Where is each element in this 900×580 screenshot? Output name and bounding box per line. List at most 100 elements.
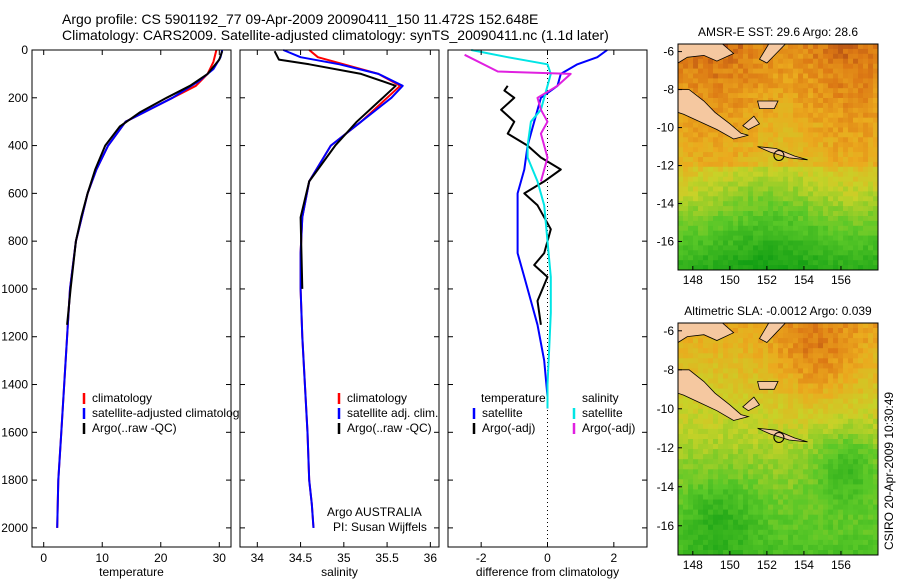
legend-label: Argo(..raw -QC) — [347, 421, 432, 435]
legend-label: Argo(..raw -QC) — [92, 421, 177, 435]
x-tick-label: 34.5 — [289, 551, 313, 565]
x-axis-label: difference from climatology — [476, 565, 619, 579]
series-line-1 — [500, 85, 562, 325]
x-tick-label: 154 — [794, 273, 814, 287]
land-mass-0 — [678, 369, 750, 421]
legend-heading-temperature: temperature — [481, 391, 546, 405]
x-tick-label: 30 — [213, 551, 227, 565]
y-tick-label: -10 — [657, 121, 675, 135]
y-tick-label: -10 — [657, 402, 675, 416]
legend-label: satellite — [482, 406, 523, 420]
map-sla: 148 150 152 154 156 -6 -8 -10 -12 -14 -16 Altimetri… — [657, 304, 879, 572]
timestamp-stamp: CSIRO 20-Apr-2009 10:30:49 — [882, 392, 896, 550]
figure-title-line1: Argo profile: CS 5901192_77 09-Apr-2009 … — [62, 11, 539, 27]
y-tick-label: -14 — [657, 197, 675, 211]
land-mass-4 — [757, 381, 779, 390]
y-tick-label: 2000 — [1, 521, 28, 535]
y-tick-label: 1400 — [1, 378, 28, 392]
series-line-1 — [282, 49, 404, 528]
y-tick-label: -6 — [663, 324, 674, 338]
map-frame — [677, 43, 879, 271]
profile-location-marker — [773, 431, 785, 443]
x-tick-label: 2 — [610, 551, 617, 565]
x-tick-label: 20 — [154, 551, 168, 565]
map-sst: 148 150 152 154 156 -6 -8 -10 -12 -14 -16 AMSR-E SS… — [657, 25, 879, 287]
y-tick-label: -6 — [663, 45, 674, 59]
series-line-1 — [56, 49, 224, 528]
series-line-2 — [471, 49, 552, 409]
y-tick-label: 1000 — [1, 282, 28, 296]
x-tick-label: 150 — [720, 273, 740, 287]
legend-label: climatology — [347, 391, 407, 405]
map-title: Altimetric SLA: -0.0012 Argo: 0.039 — [684, 304, 872, 318]
land-mass-5 — [757, 427, 808, 443]
series-line-0 — [56, 49, 218, 528]
y-tick-label: 1200 — [1, 330, 28, 344]
panel-salinity: 34 34.5 35 35.5 36 salinity climatologysatelli… — [239, 49, 440, 579]
map-field — [678, 323, 878, 555]
x-axis-label: salinity — [321, 565, 358, 579]
legend-label: satellite-adjusted climatolog — [92, 406, 239, 420]
y-tick-label: -8 — [663, 363, 674, 377]
y-tick-label: -12 — [657, 159, 675, 173]
map-frame — [677, 322, 879, 556]
x-tick-label: 152 — [757, 273, 777, 287]
land-mass-3 — [742, 115, 761, 130]
y-tick-label: 400 — [8, 139, 28, 153]
y-tick-label: 1600 — [1, 425, 28, 439]
land-mass-0 — [678, 89, 749, 140]
y-tick-label: 800 — [8, 234, 28, 248]
x-tick-label: 148 — [683, 273, 703, 287]
x-tick-label: 154 — [794, 558, 814, 572]
plot-frame — [31, 49, 232, 548]
y-tick-label: 600 — [8, 186, 28, 200]
y-tick-label: -16 — [657, 519, 675, 533]
x-tick-label: 10 — [96, 551, 110, 565]
x-tick-label: 0 — [40, 551, 47, 565]
x-tick-label: 156 — [831, 558, 851, 572]
x-tick-label: 35.5 — [375, 551, 399, 565]
legend-heading-salinity: salinity — [582, 391, 619, 405]
y-tick-label: -16 — [657, 235, 675, 249]
y-tick-label: -8 — [663, 83, 674, 97]
credit-line-2: PI: Susan Wijffels — [333, 520, 427, 534]
y-tick-label: 200 — [8, 91, 28, 105]
series-line-2 — [66, 50, 224, 325]
plot-frame — [239, 49, 440, 548]
land-mass-5 — [757, 146, 808, 161]
x-tick-label: 0 — [544, 551, 551, 565]
y-tick-label: 1800 — [1, 473, 28, 487]
profile-location-marker — [773, 149, 785, 161]
panel-temperature: 0 10 20 30 0 200 400 600 800 1000 1200 1400 1600 1800… — [1, 43, 239, 579]
x-tick-label: 156 — [831, 273, 851, 287]
x-tick-label: 35 — [337, 551, 351, 565]
map-field — [678, 44, 878, 270]
x-tick-label: 152 — [757, 558, 777, 572]
series-line-0 — [299, 49, 402, 528]
x-tick-label: 150 — [720, 558, 740, 572]
land-mass-1 — [678, 323, 735, 343]
legend-label: satellite adj. clim. — [347, 406, 438, 420]
land-mass-2 — [758, 44, 786, 64]
legend-label: satellite — [582, 406, 623, 420]
land-mass-1 — [678, 44, 735, 64]
land-mass-3 — [742, 396, 761, 412]
series-line-2 — [273, 50, 397, 289]
y-tick-label: 0 — [21, 43, 28, 57]
legend-label: Argo(-adj) — [482, 421, 535, 435]
x-tick-label: -2 — [476, 551, 487, 565]
series-line-3 — [464, 53, 572, 182]
map-title: AMSR-E SST: 29.6 Argo: 28.6 — [698, 25, 858, 39]
x-tick-label: 148 — [683, 558, 703, 572]
y-tick-label: -14 — [657, 480, 675, 494]
land-mass-2 — [758, 323, 786, 343]
credit-line-1: Argo AUSTRALIA — [327, 505, 422, 519]
land-mass-4 — [757, 100, 779, 109]
y-tick-label: -12 — [657, 441, 675, 455]
x-tick-label: 36 — [424, 551, 438, 565]
series-line-0 — [516, 49, 608, 409]
x-axis-label: temperature — [99, 565, 164, 579]
figure-title-line2: Climatology: CARS2009. Satellite-adjuste… — [62, 27, 609, 43]
